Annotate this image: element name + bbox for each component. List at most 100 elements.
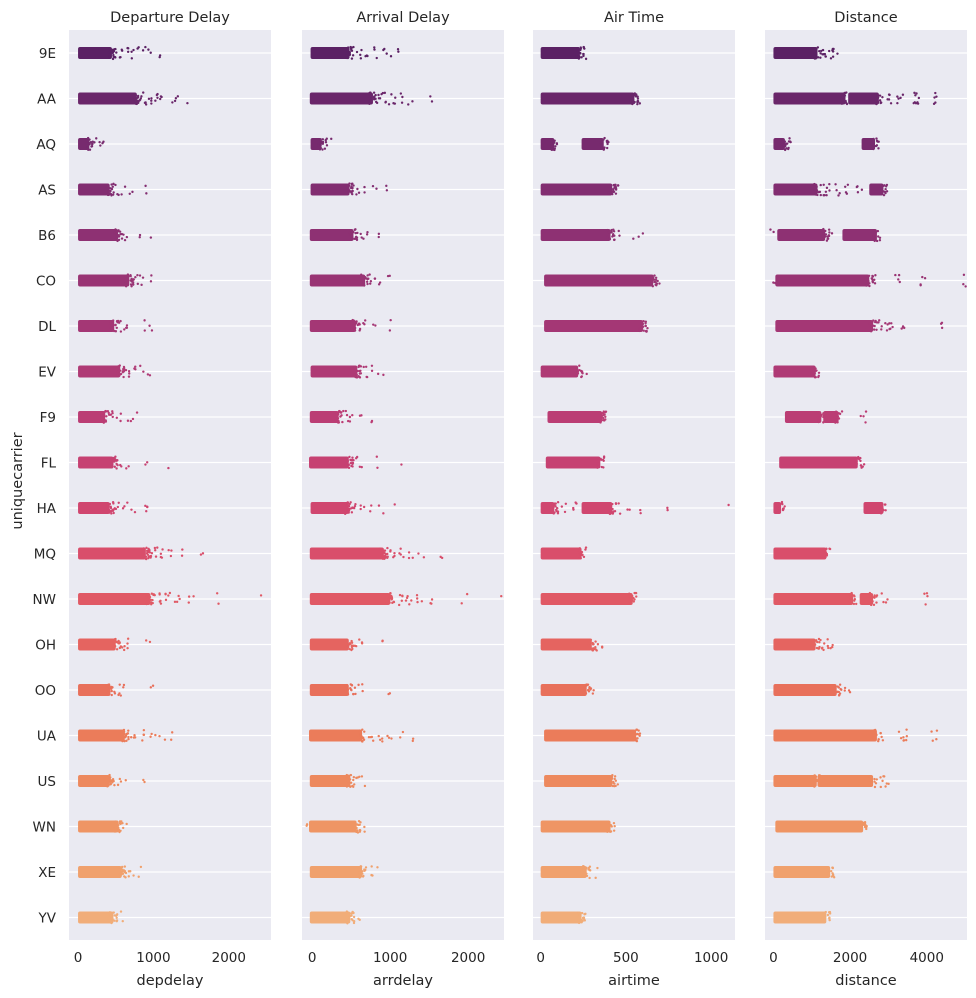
strip-YV [540,911,587,925]
dense-points [78,911,114,924]
point [147,97,151,101]
point [873,98,877,102]
point [607,191,611,194]
point [868,284,871,288]
point [855,602,858,606]
point [145,509,148,513]
panel-background [302,30,504,940]
point [145,555,148,558]
point [106,410,110,413]
point [117,828,121,832]
point [835,189,838,192]
strip-US [78,773,146,788]
point [835,418,839,421]
point [378,738,382,742]
dense-points [848,92,879,105]
point [368,100,371,104]
point [149,236,153,239]
point [344,409,348,413]
point [614,502,618,505]
point [848,600,851,603]
point [350,464,353,468]
point [583,912,586,916]
point [128,192,131,195]
point [164,592,167,595]
point [355,193,358,196]
point [350,511,354,514]
point [350,230,353,234]
point [109,459,113,462]
point [112,53,115,57]
point [401,95,404,99]
dense-points [823,411,839,423]
point [560,505,564,508]
point [151,684,155,687]
point [129,273,132,277]
point [159,552,163,556]
point [921,275,924,279]
point [579,557,582,560]
point [352,775,356,779]
point [344,463,348,467]
point [114,56,117,59]
point [150,329,154,332]
point [112,191,115,194]
point [630,92,633,96]
point [772,230,775,234]
dense-points [775,274,870,287]
point [107,778,111,781]
dense-points [309,547,384,560]
point [121,869,125,872]
point [599,421,602,424]
point [578,364,581,367]
point [108,55,111,58]
point [119,780,123,783]
point [126,46,129,50]
point [388,329,392,332]
point [939,322,943,325]
point [352,827,355,831]
point [173,99,177,103]
point [346,922,349,925]
point [899,96,902,100]
strip-XE [540,864,599,880]
dense-points [777,229,826,241]
point [132,48,135,52]
point [778,511,781,514]
point [556,512,560,515]
point [824,229,827,233]
point [386,546,389,550]
x-tick-label: 1000 [136,950,170,966]
point [363,191,366,194]
strip-DL [775,319,944,333]
point [866,283,869,287]
point [354,692,357,696]
point [215,592,219,595]
point [346,46,350,49]
point [346,56,350,60]
y-tick-label-EV: EV [38,365,57,381]
point [144,45,147,49]
point [107,413,111,416]
point [588,876,591,880]
point [810,643,813,646]
point [882,600,885,604]
point [145,602,149,605]
point [159,599,162,603]
point [862,415,865,418]
point [399,92,403,95]
strip-OO [540,683,595,696]
point [865,825,868,829]
dense-points [309,411,339,423]
point [114,823,117,827]
point [143,319,146,322]
point [727,503,730,507]
point [355,455,359,459]
point [612,183,615,187]
y-tick-label-9E: 9E [39,46,56,62]
dense-points [540,866,587,878]
point [116,374,119,377]
point [351,182,354,185]
point [120,49,124,52]
point [113,507,116,510]
